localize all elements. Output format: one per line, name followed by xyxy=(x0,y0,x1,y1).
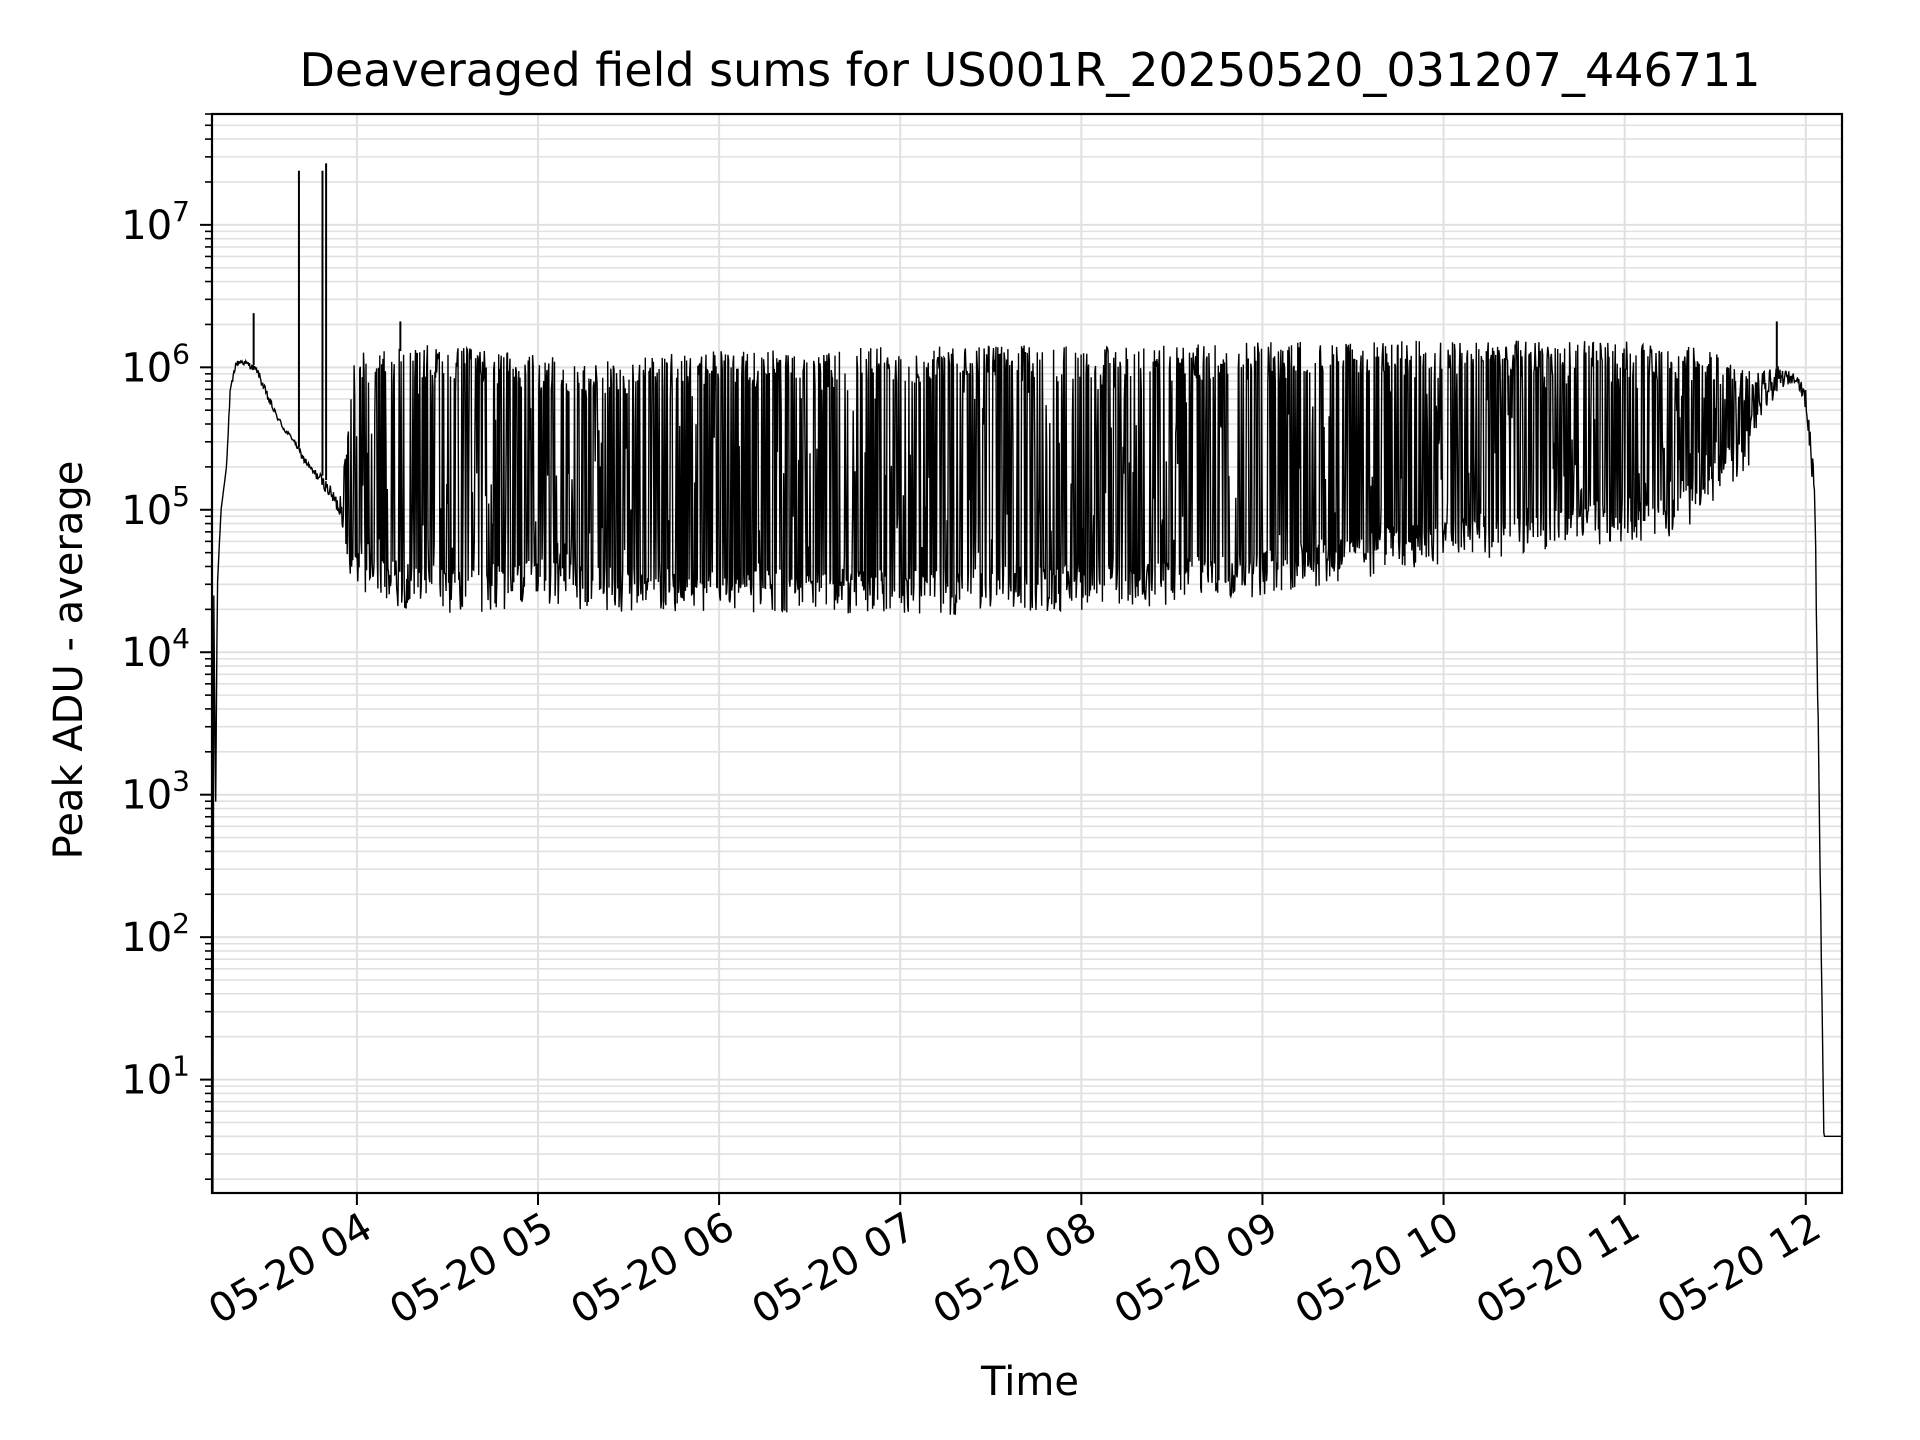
y-axis-label: Peak ADU - average xyxy=(46,461,92,860)
x-axis-label: Time xyxy=(980,1359,1079,1405)
chart-title: Deaveraged field sums for US001R_2025052… xyxy=(299,43,1760,97)
y-tick-label: 107 xyxy=(121,195,190,249)
y-tick-label: 104 xyxy=(121,622,190,676)
y-tick-label: 101 xyxy=(121,1050,190,1104)
y-tick-label: 106 xyxy=(121,337,190,391)
y-tick-label: 105 xyxy=(121,480,190,534)
series-line xyxy=(212,340,1842,1194)
series-layer xyxy=(212,163,1842,1194)
y-tick-label: 103 xyxy=(121,765,190,819)
y-tick-label: 102 xyxy=(121,907,190,961)
grid-layer xyxy=(212,113,1842,1193)
plot-frame xyxy=(210,112,1844,1195)
